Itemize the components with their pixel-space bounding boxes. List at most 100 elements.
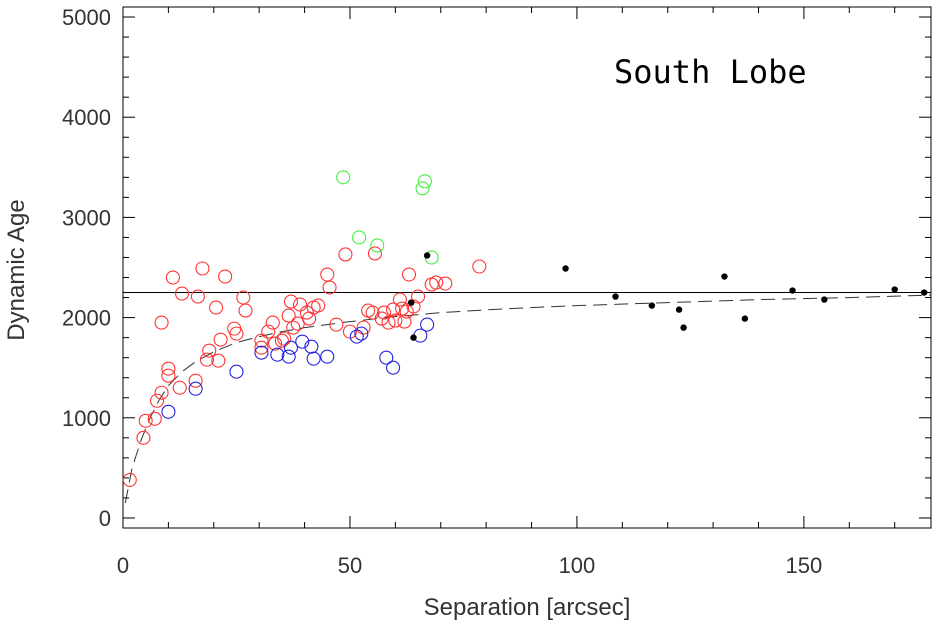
y-axis-label: Dynamic Age <box>3 199 30 340</box>
data-point <box>277 331 292 346</box>
data-point <box>386 302 401 317</box>
data-point <box>218 269 233 284</box>
data-point <box>238 303 253 318</box>
data-point <box>370 238 385 253</box>
data-point <box>188 373 203 388</box>
data-point <box>891 286 898 293</box>
data-point <box>199 352 215 367</box>
data-point <box>154 315 169 330</box>
data-point <box>281 308 296 323</box>
data-point <box>320 349 335 364</box>
data-point <box>397 314 412 329</box>
data-point <box>311 298 326 313</box>
data-point <box>209 300 224 315</box>
data-point <box>821 296 828 303</box>
data-point <box>680 324 687 331</box>
data-point <box>429 275 444 290</box>
fit-curve <box>124 294 932 504</box>
data-point <box>254 340 269 355</box>
data-point <box>306 351 321 366</box>
data-point <box>202 343 217 358</box>
data-point <box>381 315 396 330</box>
data-point <box>648 302 656 309</box>
data-point <box>411 289 426 304</box>
data-point <box>406 299 421 314</box>
data-point <box>423 252 431 259</box>
data-point <box>410 334 417 341</box>
x-axis-label: Separation [arcsec] <box>424 594 631 621</box>
data-points <box>122 170 928 487</box>
data-point <box>438 276 453 291</box>
data-point <box>138 413 153 428</box>
data-point <box>367 246 382 261</box>
tick-labels: 0 50 100 150 0 1000 2000 3000 4000 5000 <box>62 5 822 578</box>
y-tick-label: 1000 <box>62 406 111 431</box>
data-point <box>329 317 344 332</box>
data-point <box>274 333 289 348</box>
data-point <box>188 381 203 396</box>
data-point <box>920 289 928 296</box>
data-point <box>161 368 176 383</box>
data-point <box>154 385 169 400</box>
data-point <box>261 324 276 339</box>
data-point <box>336 170 351 185</box>
data-point <box>281 349 296 364</box>
data-point <box>420 317 435 332</box>
data-point <box>388 313 403 328</box>
chart-lines <box>123 292 932 504</box>
data-point <box>265 315 280 330</box>
y-tick-label: 3000 <box>62 205 111 230</box>
data-point <box>211 353 226 368</box>
x-tick-label: 100 <box>559 553 596 578</box>
data-point <box>379 350 394 365</box>
data-point <box>354 326 369 341</box>
data-point <box>213 332 228 347</box>
data-point <box>195 261 210 276</box>
data-point <box>675 306 683 313</box>
plot-annotation: South Lobe <box>614 53 807 91</box>
data-point <box>374 311 389 326</box>
y-tick-label: 0 <box>99 506 111 531</box>
data-point <box>408 299 415 306</box>
data-point <box>338 247 353 262</box>
data-point <box>229 364 244 379</box>
data-point <box>376 305 392 320</box>
data-point <box>174 286 190 301</box>
x-tick-label: 150 <box>786 553 823 578</box>
data-point <box>320 267 335 282</box>
data-point <box>172 380 187 395</box>
data-point <box>351 230 367 245</box>
data-point <box>161 361 176 376</box>
axis-ticks <box>122 7 931 528</box>
y-tick-label: 5000 <box>62 5 111 30</box>
data-point <box>612 293 619 300</box>
data-point <box>147 411 162 426</box>
y-tick-label: 4000 <box>62 105 111 130</box>
data-point <box>356 320 371 335</box>
data-point <box>229 326 244 341</box>
data-point <box>472 259 487 274</box>
data-point <box>295 334 310 349</box>
data-point <box>349 329 364 344</box>
data-point <box>286 320 301 335</box>
data-point <box>254 345 269 360</box>
data-point <box>283 294 299 309</box>
y-tick-label: 2000 <box>62 306 111 331</box>
data-point <box>165 270 180 285</box>
x-tick-label: 50 <box>338 553 362 578</box>
data-point <box>254 333 269 348</box>
data-point <box>401 267 417 282</box>
data-point <box>562 265 569 272</box>
data-point <box>149 393 165 408</box>
data-point <box>268 336 283 351</box>
data-point <box>283 340 299 355</box>
data-point <box>122 472 137 487</box>
x-tick-label: 0 <box>117 553 129 578</box>
data-point <box>161 404 176 419</box>
plot-frame <box>122 6 932 529</box>
data-point <box>392 292 407 307</box>
data-point <box>270 347 285 362</box>
data-point <box>789 287 796 294</box>
data-point <box>136 430 151 445</box>
